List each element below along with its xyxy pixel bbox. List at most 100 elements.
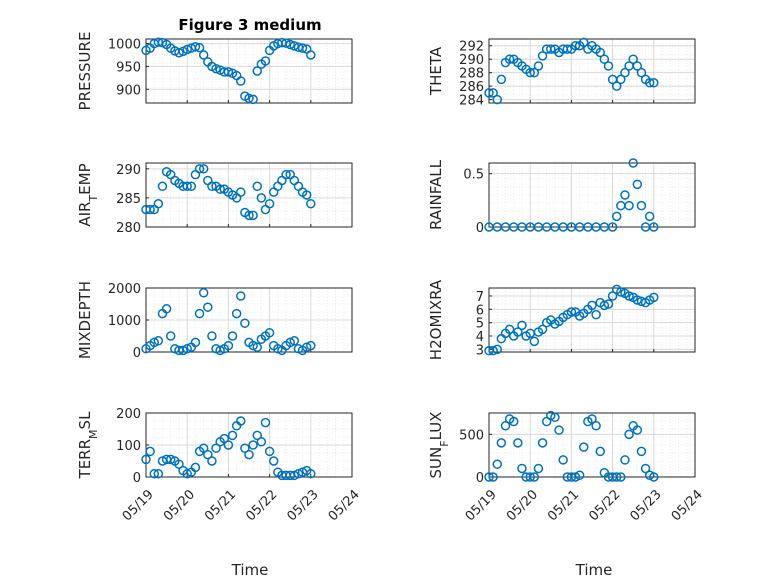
data-point [624,291,634,301]
data-point [264,328,275,338]
subplot-3: 280 285 290 AIRTEMP [76,162,353,236]
data-point [190,462,201,473]
subplot-8: 0 500 05/19 05/20 05/21 05/22 05/23 05/24 SUNFLU… [427,410,706,524]
data-point [513,327,523,337]
y-axis-label: MIXDEPTH [76,281,94,359]
y-tick-label: 100 [116,439,141,454]
data-point [260,56,271,66]
x-tick-label: 05/20 [504,487,541,524]
data-point [240,318,250,328]
x-tick-label: 05/20 [161,487,198,524]
data-point [579,37,589,48]
data-point [198,50,209,60]
x-tick-label: 05/24 [669,487,706,524]
x-tick-label: 05/22 [586,487,623,524]
data-point [281,169,291,180]
y-tick-label: 280 [116,221,141,236]
data-point [636,446,647,457]
data-point [595,47,605,58]
y-axis-label: AIRTEMP [76,163,100,226]
data-point [264,198,275,209]
data-point [236,416,246,426]
y-tick-label: 285 [116,192,141,207]
data-point [570,40,581,51]
data-point [488,472,498,482]
data-point [484,88,494,98]
data-point [161,304,172,314]
y-tick-label: 500 [459,428,484,443]
data-point [599,54,610,64]
data-point [484,472,494,482]
data-point [244,93,254,104]
data-point [260,417,271,428]
data-point [236,76,246,86]
y-tick-label: 0 [476,221,484,236]
y-tick-label: 6 [476,303,484,318]
data-point [194,308,205,319]
data-point [537,324,548,335]
data-point [533,61,544,71]
data-point [558,455,568,465]
y-tick-label: 1000 [108,38,141,53]
x-tick-label: 05/23 [628,487,665,524]
data-point [236,291,246,301]
data-point [252,181,262,192]
data-point [289,336,300,346]
x-tick-label: 05/22 [243,487,280,524]
data-point [587,300,597,311]
data-point [624,200,634,211]
data-point [525,472,535,482]
data-point [289,41,300,51]
axis-frame [488,287,696,353]
y-tick-label: 290 [116,163,141,178]
data-point [595,446,605,457]
x-tick-label: 05/21 [545,487,582,524]
data-point [529,67,540,78]
data-point [591,421,601,431]
x-tick-label: 05/21 [202,487,239,524]
data-point [244,449,254,460]
data-point [145,204,155,215]
y-tick-label: 0 [133,471,141,486]
data-point [632,179,643,190]
data-point [579,442,589,452]
figure-title: Figure 3 medium [178,16,321,34]
data-point [574,470,585,481]
data-point [264,446,275,457]
data-point [281,38,291,48]
data-point [649,472,659,482]
data-point [537,51,548,61]
data-point [603,299,614,309]
x-tick-label: 05/23 [285,487,322,524]
data-point [496,438,507,448]
data-point [554,425,564,435]
y-tick-label: 0 [133,346,141,361]
data-point [248,440,258,450]
y-tick-label: 0.5 [463,168,484,183]
data-point [157,181,168,192]
data-point [248,210,258,221]
data-point [297,43,308,53]
data-point [492,94,502,105]
data-point [227,430,238,441]
data-point [203,449,213,460]
data-point [285,39,295,50]
data-point [198,164,209,174]
y-axis-label: PRESSURE [76,32,94,111]
data-point [174,47,184,58]
data-point [256,437,267,447]
data-point [145,446,155,457]
data-point [186,181,197,192]
data-point [178,345,188,356]
data-point [525,67,535,78]
data-point [223,340,234,351]
data-point [153,37,164,47]
data-point [488,88,498,98]
data-point [289,470,300,481]
data-point [252,342,262,352]
data-point [632,425,643,435]
data-point [517,463,527,474]
data-point [632,295,643,305]
